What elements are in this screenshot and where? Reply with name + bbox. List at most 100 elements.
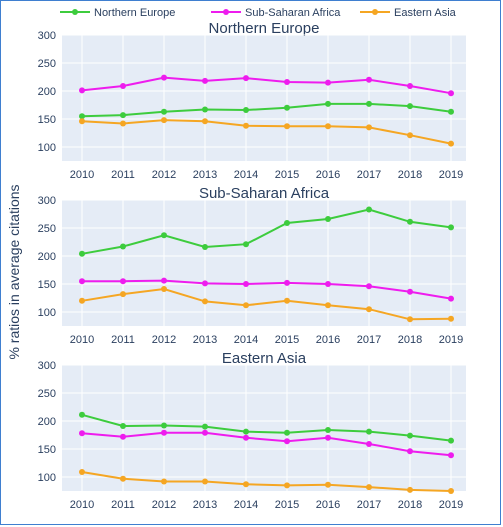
data-point[interactable] <box>243 107 249 113</box>
data-point[interactable] <box>366 283 372 290</box>
data-point[interactable] <box>202 478 208 485</box>
data-point[interactable] <box>161 478 167 485</box>
data-point[interactable] <box>202 77 208 84</box>
data-point[interactable] <box>366 428 372 435</box>
data-point[interactable] <box>202 244 208 250</box>
data-point[interactable] <box>161 422 167 429</box>
data-point[interactable] <box>284 429 290 436</box>
data-point[interactable] <box>79 113 85 120</box>
series-line <box>81 287 452 321</box>
data-point[interactable] <box>243 302 249 309</box>
data-point[interactable] <box>79 87 85 94</box>
data-point[interactable] <box>243 75 249 82</box>
series-line <box>81 102 452 118</box>
data-point[interactable] <box>448 488 454 494</box>
data-point[interactable] <box>325 123 331 130</box>
data-point[interactable] <box>407 132 413 139</box>
data-point[interactable] <box>284 123 290 130</box>
data-point[interactable] <box>120 112 126 119</box>
data-point[interactable] <box>325 427 331 433</box>
panel-sub-saharan-africa: Sub-Saharan Africa 100 150 200 250 300 2010 201… <box>38 185 466 346</box>
data-point[interactable] <box>325 481 331 488</box>
data-point[interactable] <box>79 278 85 285</box>
data-point[interactable] <box>407 448 413 455</box>
data-point[interactable] <box>243 122 249 129</box>
data-point[interactable] <box>284 79 290 85</box>
legend-item-eastern-asia[interactable]: Eastern Asia <box>360 7 457 19</box>
data-point[interactable] <box>79 430 85 437</box>
data-point[interactable] <box>284 104 290 111</box>
data-point[interactable] <box>366 306 372 313</box>
series-line <box>81 119 452 145</box>
data-point[interactable] <box>325 100 331 107</box>
data-point[interactable] <box>448 140 454 147</box>
data-point[interactable] <box>202 429 208 436</box>
data-point[interactable] <box>120 433 126 440</box>
legend-item-northern-europe[interactable]: Northern Europe <box>60 7 175 19</box>
data-point[interactable] <box>366 484 372 491</box>
data-point[interactable] <box>448 437 454 444</box>
data-point[interactable] <box>161 108 167 115</box>
data-point[interactable] <box>243 481 249 488</box>
data-point[interactable] <box>161 286 167 292</box>
data-point[interactable] <box>366 100 372 107</box>
data-point[interactable] <box>448 224 454 231</box>
data-point[interactable] <box>325 79 331 86</box>
data-point[interactable] <box>161 232 167 239</box>
data-point[interactable] <box>120 120 126 127</box>
data-point[interactable] <box>325 302 331 309</box>
data-point[interactable] <box>366 206 372 213</box>
y-tick-label: 200 <box>38 86 56 98</box>
legend-item-sub-saharan-africa[interactable]: Sub-Saharan Africa <box>211 7 341 19</box>
data-point[interactable] <box>161 117 167 124</box>
data-point[interactable] <box>407 486 413 493</box>
data-point[interactable] <box>243 281 249 287</box>
data-point[interactable] <box>448 315 454 322</box>
data-point[interactable] <box>366 124 372 131</box>
data-point[interactable] <box>79 118 85 125</box>
data-point[interactable] <box>202 298 208 305</box>
data-point[interactable] <box>325 281 331 287</box>
data-point[interactable] <box>366 441 372 447</box>
data-point[interactable] <box>243 241 249 248</box>
data-point[interactable] <box>407 288 413 295</box>
data-point[interactable] <box>120 243 126 250</box>
data-point[interactable] <box>407 218 413 225</box>
data-point[interactable] <box>120 423 126 429</box>
data-point[interactable] <box>79 411 85 418</box>
data-point[interactable] <box>120 291 126 298</box>
data-point[interactable] <box>407 83 413 89</box>
data-point[interactable] <box>407 316 413 323</box>
data-point[interactable] <box>120 83 126 89</box>
data-point[interactable] <box>161 277 167 284</box>
data-point[interactable] <box>120 475 126 482</box>
data-point[interactable] <box>407 432 413 439</box>
data-point[interactable] <box>284 220 290 226</box>
data-point[interactable] <box>284 438 290 445</box>
data-point[interactable] <box>202 118 208 125</box>
data-point[interactable] <box>284 482 290 489</box>
data-point[interactable] <box>284 279 290 286</box>
data-point[interactable] <box>243 434 249 441</box>
data-point[interactable] <box>448 452 454 459</box>
data-point[interactable] <box>202 423 208 430</box>
data-point[interactable] <box>79 250 85 257</box>
data-point[interactable] <box>448 90 454 97</box>
data-point[interactable] <box>202 106 208 113</box>
data-point[interactable] <box>243 428 249 435</box>
data-point[interactable] <box>407 103 413 110</box>
data-point[interactable] <box>366 76 372 83</box>
x-tick-label: 2015 <box>275 169 299 181</box>
data-point[interactable] <box>120 278 126 285</box>
data-point[interactable] <box>161 74 167 81</box>
y-tick-label: 250 <box>38 388 56 400</box>
data-point[interactable] <box>325 216 331 222</box>
data-point[interactable] <box>79 469 85 475</box>
data-point[interactable] <box>448 108 454 115</box>
data-point[interactable] <box>161 429 167 436</box>
data-point[interactable] <box>202 280 208 287</box>
data-point[interactable] <box>79 297 85 304</box>
data-point[interactable] <box>448 295 454 302</box>
data-point[interactable] <box>284 297 290 304</box>
data-point[interactable] <box>325 434 331 441</box>
